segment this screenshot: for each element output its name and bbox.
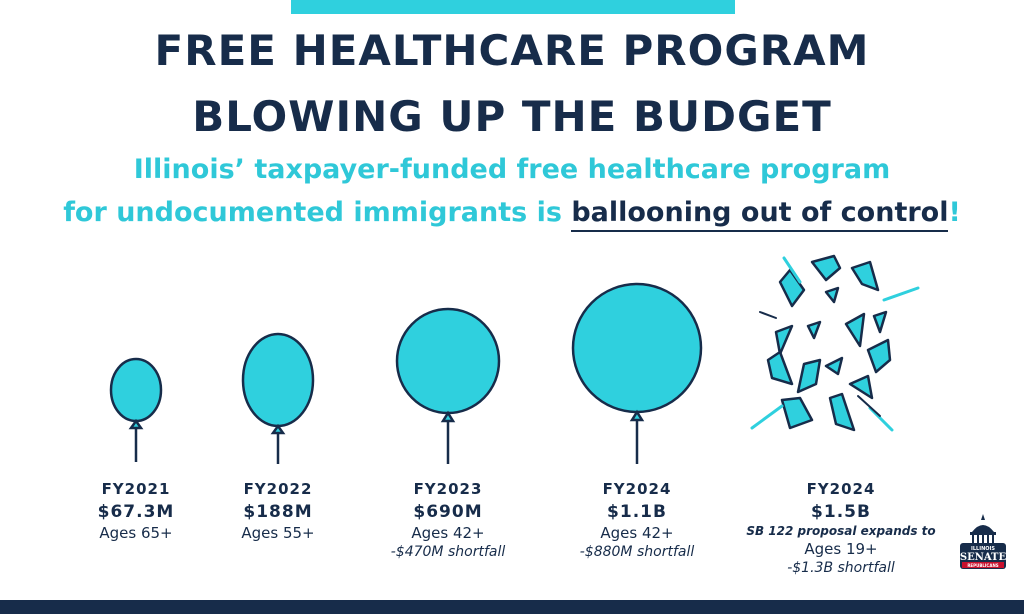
ages-label: Ages 42+ (600, 524, 674, 542)
ages-label: Ages 55+ (241, 524, 315, 542)
ages-label: Ages 65+ (99, 524, 173, 542)
seal-line-2: SENATE (960, 552, 1007, 563)
amount-label: $1.1B (607, 502, 667, 522)
pop-lines-icon (750, 256, 920, 432)
seal-line-1: ILLINOIS (971, 546, 995, 552)
year-label: FY2021 (101, 480, 171, 498)
balloon-fy2021-icon (109, 357, 163, 462)
balloon-fy2022-icon (241, 332, 315, 464)
balloon-fy2023-icon (395, 307, 501, 464)
balloon-label-fy2023: FY2023 $690M Ages 42+ -$470M shortfall (338, 480, 558, 560)
pop-lines-dark-icon (759, 311, 881, 417)
amount-label: $67.3M (97, 502, 175, 522)
popped-balloon-icon (766, 254, 892, 432)
balloon-label-fy2024-proposal: FY2024 $1.5B SB 122 proposal expands to … (731, 480, 951, 576)
page-title-line-1: FREE HEALTHCARE PROGRAM (154, 26, 870, 75)
ages-label: Ages 19+ (804, 540, 878, 558)
seal-line-3: REPUBLICANS (967, 563, 998, 568)
ages-label: Ages 42+ (411, 524, 485, 542)
subtitle-line-1: Illinois’ taxpayer-funded free healthcar… (133, 154, 891, 185)
amount-label: $1.5B (811, 502, 871, 522)
balloon-label-fy2021: FY2021 $67.3M Ages 65+ (26, 480, 246, 542)
page-title-line-2: BLOWING UP THE BUDGET (192, 92, 832, 141)
proposal-note: SB 122 proposal expands to (746, 524, 936, 538)
shortfall-label: -$470M shortfall (390, 544, 506, 560)
subtitle-prefix: for undocumented immigrants is (63, 197, 572, 228)
balloon-fy2024-icon (571, 282, 703, 464)
amount-label: $690M (413, 502, 483, 522)
amount-label: $188M (243, 502, 313, 522)
subtitle-suffix: ! (948, 197, 961, 228)
balloon-label-fy2022: FY2022 $188M Ages 55+ (168, 480, 388, 542)
shortfall-label: -$1.3B shortfall (787, 560, 895, 576)
subtitle-line-2: for undocumented immigrants is balloonin… (0, 197, 1024, 232)
balloon-label-fy2024: FY2024 $1.1B Ages 42+ -$880M shortfall (527, 480, 747, 560)
bottom-accent-bar (0, 600, 1024, 614)
year-label: FY2024 (602, 480, 672, 498)
subtitle-emphasis: ballooning out of control (571, 197, 949, 232)
year-label: FY2022 (243, 480, 313, 498)
illinois-senate-republicans-logo: ILLINOIS SENATE REPUBLICANS (960, 514, 1007, 569)
year-label: FY2023 (413, 480, 483, 498)
top-accent-bar (291, 0, 735, 14)
shortfall-label: -$880M shortfall (579, 544, 695, 560)
year-label: FY2024 (806, 480, 876, 498)
